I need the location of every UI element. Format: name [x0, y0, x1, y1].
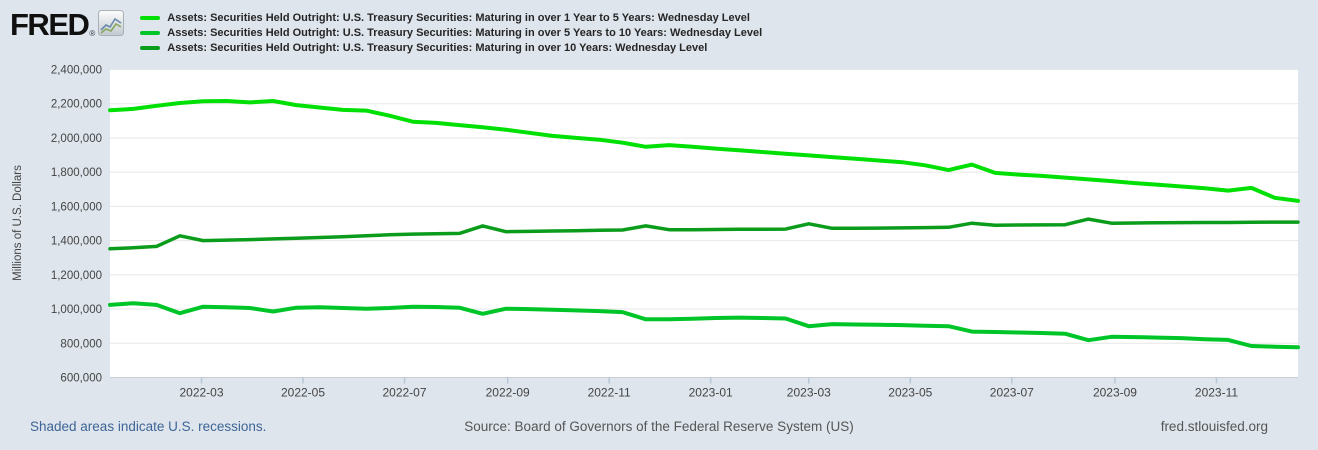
x-tick-label: 2023-09: [1093, 386, 1137, 400]
legend-series-label[interactable]: Assets: Securities Held Outright: U.S. T…: [167, 11, 750, 24]
fred-logo-chart-icon: [98, 10, 125, 41]
y-tick-label: 1,400,000: [51, 236, 102, 248]
x-tick-label: 2022-03: [179, 386, 223, 400]
y-tick-label: 1,600,000: [51, 201, 102, 213]
plot-area: [110, 69, 1298, 378]
x-tick-label: 2023-03: [787, 386, 831, 400]
legend: Assets: Securities Held Outright: U.S. T…: [140, 11, 762, 54]
legend-swatch-icon: [140, 45, 161, 50]
fred-logo-text: FRED: [10, 6, 90, 42]
series-line-5y-to-10y[interactable]: [108, 301, 1300, 350]
legend-series-label[interactable]: Assets: Securities Held Outright: U.S. T…: [167, 26, 763, 39]
chart-header: FRED ® Assets: Securities Held Outright: …: [10, 8, 762, 54]
fred-logo[interactable]: FRED ®: [10, 6, 125, 42]
x-tick-label: 2023-11: [1195, 386, 1238, 400]
legend-item-2: Assets: Securities Held Outright: U.S. T…: [140, 41, 762, 54]
fred-site-link[interactable]: fred.stlouisfed.org: [1160, 419, 1268, 434]
y-tick-label: 800,000: [60, 338, 102, 350]
series-line-1y-to-5y[interactable]: [108, 99, 1300, 203]
legend-item-1: Assets: Securities Held Outright: U.S. T…: [140, 26, 762, 39]
y-tick-label: 2,200,000: [51, 99, 102, 111]
x-tick-label: 2022-07: [382, 386, 426, 400]
legend-swatch-icon: [140, 15, 161, 20]
x-tick-label: 2023-05: [888, 386, 932, 400]
x-tick-label: 2022-05: [281, 386, 325, 400]
source-text[interactable]: Source: Board of Governors of the Federa…: [464, 419, 854, 434]
x-tick-label: 2022-11: [588, 386, 631, 400]
legend-series-label[interactable]: Assets: Securities Held Outright: U.S. T…: [167, 41, 708, 54]
legend-swatch-icon: [140, 30, 161, 35]
registered-trademark-icon: ®: [89, 29, 96, 38]
x-tick-label: 2022-09: [486, 386, 530, 400]
y-tick-label: 2,000,000: [51, 133, 102, 145]
series-line-over-10y[interactable]: [108, 217, 1300, 251]
chart-footer: Shaded areas indicate U.S. recessions. S…: [0, 416, 1318, 446]
y-tick-label: 1,800,000: [51, 167, 102, 179]
y-tick-label: 2,400,000: [51, 65, 102, 77]
y-tick-label: 1,000,000: [51, 304, 102, 316]
x-tick-label: 2023-07: [990, 386, 1034, 400]
y-tick-label: 600,000: [60, 373, 102, 385]
legend-item-0: Assets: Securities Held Outright: U.S. T…: [140, 11, 762, 24]
x-tick-label: 2023-01: [689, 386, 733, 400]
recessions-note-link[interactable]: Shaded areas indicate U.S. recessions.: [30, 419, 267, 434]
y-tick-label: 1,200,000: [51, 270, 102, 282]
